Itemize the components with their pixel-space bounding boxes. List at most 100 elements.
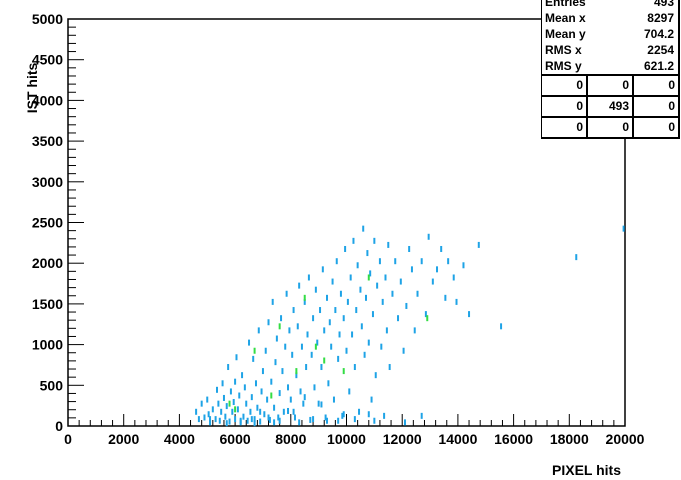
stats-rms-y-label: RMS y: [545, 59, 582, 73]
stats-mean-y-label: Mean y: [545, 27, 586, 41]
data-point: [359, 286, 362, 293]
axis-ticks: [67, 18, 626, 427]
data-point: [622, 225, 625, 232]
data-point: [302, 400, 305, 407]
data-point: [402, 347, 405, 354]
data-point: [477, 241, 480, 248]
data-point: [252, 355, 255, 362]
data-point: [440, 245, 443, 252]
data-point: [320, 401, 323, 408]
data-point: [271, 298, 274, 305]
data-point: [259, 408, 262, 415]
data-point: [273, 419, 276, 426]
data-point: [250, 394, 253, 401]
data-point: [371, 311, 374, 318]
data-point: [218, 417, 221, 424]
data-point: [323, 327, 326, 334]
data-point: [367, 411, 370, 418]
y-tick-label: 3000: [32, 174, 63, 190]
data-point: [278, 390, 281, 397]
data-point: [364, 294, 367, 301]
x-tick-label: 18000: [550, 431, 589, 447]
data-point-high: [426, 315, 429, 322]
overflow-cell: 0: [668, 99, 675, 113]
data-point: [266, 396, 269, 403]
data-point: [455, 298, 458, 305]
data-point: [383, 412, 386, 419]
data-point: [317, 400, 320, 407]
data-point: [282, 408, 285, 415]
data-point: [235, 354, 238, 361]
data-point: [257, 327, 260, 334]
x-axis-label: PIXEL hits: [552, 462, 621, 478]
data-point: [253, 416, 256, 423]
data-point: [416, 290, 419, 297]
data-point: [374, 372, 377, 379]
stats-rms-y: RMS y 621.2: [542, 58, 678, 74]
data-point: [387, 241, 390, 248]
data-point: [312, 315, 315, 322]
overflow-cell: 0: [542, 97, 588, 116]
x-tick-label: 8000: [275, 431, 306, 447]
data-point: [319, 307, 322, 314]
data-point: [384, 274, 387, 281]
data-point: [366, 250, 369, 257]
data-point: [500, 323, 503, 330]
x-tick-label: 4000: [164, 431, 195, 447]
data-point: [215, 386, 218, 393]
data-point: [352, 237, 355, 244]
data-point: [289, 396, 292, 403]
data-point-high: [270, 392, 273, 399]
tick-labels: 0 2000 4000 6000 8000 10000 12000 14000 16000 180…: [32, 11, 645, 447]
data-point: [378, 258, 381, 265]
data-point: [410, 266, 413, 273]
data-point: [250, 416, 253, 423]
data-point: [431, 278, 434, 285]
y-tick-label: 4500: [32, 52, 63, 68]
y-tick-label: 4000: [32, 92, 63, 108]
data-point: [360, 323, 363, 330]
data-point: [195, 408, 198, 415]
data-point: [203, 414, 206, 421]
data-point: [292, 408, 295, 415]
overflow-cell: 0: [668, 120, 675, 134]
data-point: [211, 406, 214, 413]
data-point: [427, 233, 430, 240]
data-point: [349, 274, 352, 281]
data-points: [195, 225, 625, 427]
data-point: [345, 347, 348, 354]
x-tick-label: 2000: [108, 431, 139, 447]
data-point: [332, 396, 335, 403]
data-point: [342, 315, 345, 322]
stats-entries-value: 493: [653, 0, 674, 9]
data-point: [280, 315, 283, 322]
x-tick-label: 10000: [327, 431, 366, 447]
data-point-high: [234, 406, 237, 413]
stats-mean-y: Mean y 704.2: [542, 26, 678, 42]
data-point: [228, 418, 231, 425]
data-point: [225, 420, 228, 427]
data-point: [447, 258, 450, 265]
data-point-high: [295, 368, 298, 375]
data-point: [391, 290, 394, 297]
data-point: [229, 388, 232, 395]
data-point: [263, 411, 266, 418]
data-point: [285, 290, 288, 297]
overflow-grid: 0 0 0 0 493 0 0 0 0: [542, 74, 678, 137]
stats-entries-label: Entries: [545, 0, 586, 9]
data-point: [306, 331, 309, 338]
data-point: [331, 278, 334, 285]
data-point: [293, 414, 296, 421]
x-tick-label: 20000: [606, 431, 645, 447]
y-axis-label: IST hits: [24, 63, 40, 114]
data-point: [232, 399, 235, 406]
data-point: [221, 380, 224, 387]
stats-mean-y-value: 704.2: [643, 27, 674, 41]
data-point: [452, 274, 455, 281]
data-point: [312, 416, 315, 423]
data-point: [444, 294, 447, 301]
data-point: [241, 372, 244, 379]
x-tick-label: 12000: [383, 431, 422, 447]
data-point: [284, 343, 287, 350]
data-point: [209, 419, 212, 426]
